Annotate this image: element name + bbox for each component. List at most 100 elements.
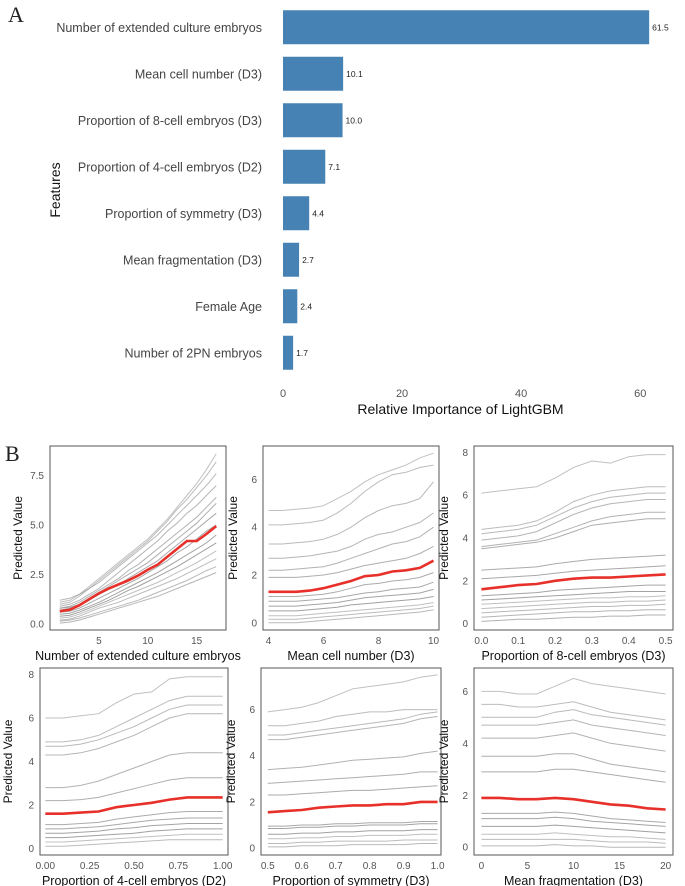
x-tick-label: 0.2: [548, 636, 562, 647]
y-tick-label: 8: [462, 448, 468, 459]
y-tick-label: 2: [462, 791, 468, 802]
ice-plot-1: 5 10 15 0.0 2.5 5.0 7.5 Number of extended cult…: [11, 445, 241, 663]
ice-line: [481, 492, 666, 535]
x-tick-label: 0: [479, 861, 485, 872]
bar-value-label: 7.1: [328, 162, 340, 172]
x-axis-title: Proportion of 8-cell embryos (D3): [481, 649, 665, 663]
feature-label: Number of 2PN embryos: [124, 346, 262, 360]
x-tick-label: 4: [266, 636, 272, 647]
x-tick-label: 40: [515, 388, 527, 400]
ice-line: [267, 771, 438, 784]
y-tick-label: 0: [28, 844, 34, 855]
x-tick-label: 0.5: [261, 861, 275, 872]
ice-line: [268, 588, 434, 607]
ice-line: [481, 599, 666, 610]
ice-line: [268, 605, 434, 620]
ice-line: [481, 591, 666, 601]
bar-value-label: 10.1: [346, 69, 363, 79]
ice-line: [268, 581, 434, 602]
x-tick-label: 0: [280, 388, 286, 400]
ice-line: [268, 464, 434, 526]
ice-plot-4: 0.00 0.25 0.50 0.75 1.00 0 2 4 6 8 Proportion of 4…: [1, 667, 233, 886]
ice-line: [267, 839, 438, 844]
ice-plot-3: 0.0 0.1 0.2 0.3 0.4 0.5 0 2 4 6 8 Proportion of 8-c…: [437, 445, 674, 663]
y-axis-title: Predicted Value: [437, 496, 451, 580]
x-tick-label: 0.6: [295, 861, 309, 872]
feature-label: Number of extended culture embryos: [56, 21, 262, 35]
y-tick-label: 6: [462, 491, 468, 502]
ice-line: [481, 614, 666, 622]
ice-line: [481, 499, 666, 541]
ice-line: [59, 550, 217, 619]
ice-line: [267, 750, 438, 771]
ice-line: [45, 676, 223, 719]
feature-label: Proportion of 4-cell embryos (D2): [78, 160, 262, 174]
ice-line: [481, 768, 666, 783]
ice-plot-6: 0 5 10 15 20 0 2 4 6 Mean fragmentation (D3) Predi…: [437, 667, 674, 886]
ice-line: [481, 584, 666, 597]
x-tick-label: 0.0: [474, 636, 488, 647]
ice-line: [59, 453, 217, 603]
ice-line: [481, 454, 666, 494]
y-tick-label: 4: [462, 534, 468, 545]
ice-line: [481, 838, 666, 844]
x-tick-label: 60: [634, 388, 646, 400]
ice-line: [481, 811, 666, 823]
x-tick-label: 1.0: [431, 861, 445, 872]
ice-line: [481, 701, 666, 721]
bar-8: [283, 335, 294, 370]
x-axis-title: Relative Importance of LightGBM: [357, 401, 563, 417]
y-axis-title: Features: [47, 162, 63, 217]
bar-value-label: 61.5: [652, 22, 669, 32]
y-axis-title: Predicted Value: [1, 719, 15, 803]
ice-line: [481, 844, 666, 848]
ice-plots-grid: 5 10 15 0.0 2.5 5.0 7.5 Number of extended cult…: [1, 445, 674, 886]
x-tick-label: 5: [96, 636, 102, 647]
ice-line: [45, 752, 223, 789]
panel-a-label: A: [8, 2, 24, 27]
ice-line: [481, 554, 666, 571]
ice-line: [45, 833, 223, 843]
bar-5: [283, 196, 310, 231]
y-tick-label: 0: [251, 618, 257, 629]
y-tick-label: 8: [28, 670, 34, 681]
plot-frame: [473, 667, 674, 856]
x-axis-title: Mean cell number (D3): [287, 649, 414, 663]
ice-line: [268, 572, 434, 597]
y-tick-label: 7.5: [30, 471, 44, 482]
ice-plot-5: 0.5 0.6 0.7 0.8 0.9 1.0 0 2 4 6 Proportion of symm…: [224, 667, 445, 886]
y-tick-label: 0: [462, 843, 468, 854]
ice-line: [59, 572, 217, 624]
average-line: [45, 796, 223, 816]
ice-line: [268, 526, 434, 571]
ice-line: [267, 829, 438, 835]
x-tick-label: 0.00: [36, 861, 56, 872]
panel-b-label: B: [5, 441, 20, 466]
y-tick-label: 6: [28, 714, 34, 725]
x-tick-label: 0.50: [124, 861, 144, 872]
ice-line: [268, 596, 434, 612]
ice-line: [59, 485, 217, 607]
y-tick-label: 4: [251, 523, 257, 534]
ice-line: [481, 609, 666, 618]
average-line: [267, 800, 438, 814]
ice-line: [481, 732, 666, 752]
x-tick-label: 1.00: [213, 861, 233, 872]
x-tick-label: 0.4: [622, 636, 636, 647]
ice-line: [45, 695, 223, 743]
ice-line: [45, 704, 223, 747]
y-tick-label: 0: [462, 619, 468, 630]
ice-line: [267, 709, 438, 727]
x-tick-label: 0.9: [397, 861, 411, 872]
x-axis-title: Number of extended culture embryos: [35, 649, 241, 663]
ice-line: [59, 473, 217, 601]
y-tick-label: 2.5: [30, 570, 44, 581]
ice-line: [267, 674, 438, 713]
ice-line: [268, 481, 434, 545]
x-tick-label: 0.3: [585, 636, 599, 647]
ice-line: [267, 821, 438, 827]
ice-line: [481, 486, 666, 530]
y-tick-label: 0.0: [30, 620, 44, 631]
plot-frame: [39, 667, 229, 856]
